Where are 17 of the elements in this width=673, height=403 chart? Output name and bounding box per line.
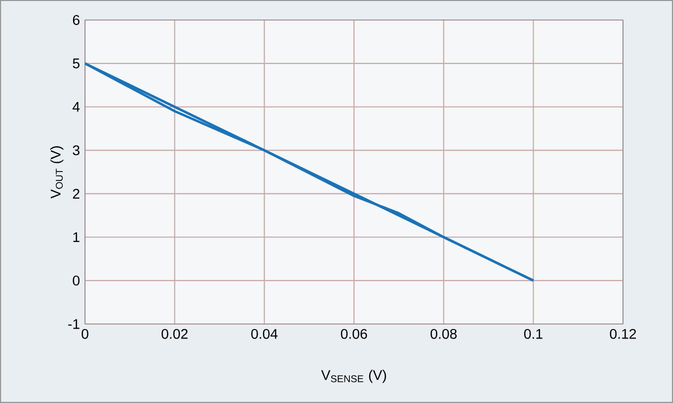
y-tick-label: 2 <box>72 188 80 199</box>
x-tick-label: 0.02 <box>162 328 188 339</box>
y-tick-label: -1 <box>68 319 80 329</box>
x-tick-label: 0.08 <box>430 328 457 339</box>
y-tick-label: 3 <box>72 145 80 156</box>
y-tick-label: 6 <box>72 15 80 25</box>
y-axis-title: V$_{OUT}$ (V) <box>50 146 64 199</box>
x-tick-label: 0.06 <box>340 328 368 339</box>
x-tick-label: 0.12 <box>610 328 636 339</box>
x-tick-label: 0.1 <box>524 328 542 339</box>
x-axis-title: V$_{SENSE}$ (V) <box>321 370 386 383</box>
x-tick-label: 0.04 <box>251 328 278 339</box>
y-tick-label: 4 <box>72 102 80 112</box>
y-tick-label: 0 <box>72 276 80 286</box>
x-tick-label: 0 <box>82 328 88 339</box>
y-tick-label: 5 <box>72 58 80 68</box>
y-tick-label: 1 <box>73 232 80 242</box>
